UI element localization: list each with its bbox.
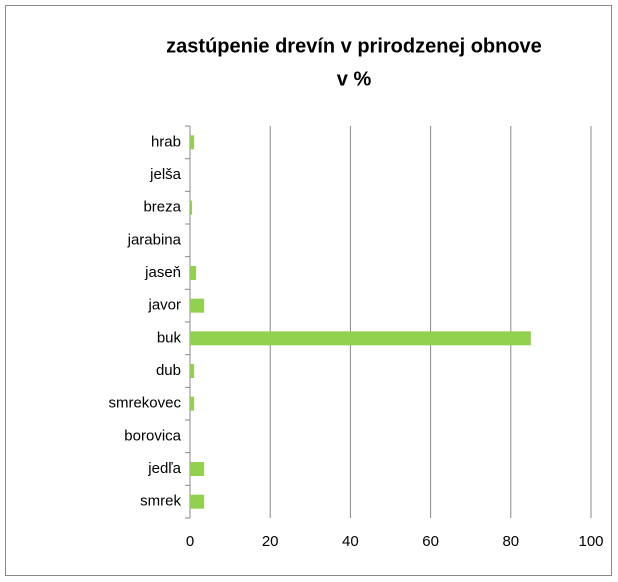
y-tick-label: smrekovec [108,395,181,412]
y-tick-label: jedľa [147,460,181,477]
y-tick-label: smrek [140,493,181,510]
y-tick-label: buk [157,329,182,346]
bar [190,135,195,150]
bar [190,298,205,313]
bar [190,200,193,215]
y-tick-label: dub [156,362,181,379]
chart-title: zastúpenie drevín v prirodzenej obnove [166,35,542,57]
y-tick-label: jaseň [144,264,181,281]
x-tick-label: 40 [342,533,359,550]
x-tick-label: 100 [578,533,603,550]
y-tick-label: javor [147,297,181,314]
bar [190,396,195,411]
bar [190,266,197,280]
bar [190,331,531,346]
y-tick-label: hrab [151,133,181,150]
x-tick-label: 0 [186,533,194,550]
x-tick-label: 80 [502,533,519,550]
chart-border [5,5,612,576]
y-tick-label: jarabina [127,231,182,248]
chart-title: v % [337,68,372,90]
y-tick-label: borovica [124,427,181,444]
y-tick-label: jelša [149,166,182,183]
x-tick-label: 20 [262,533,279,550]
bar [190,462,205,476]
x-tick-label: 60 [422,533,439,550]
bar [190,494,205,509]
bar [190,364,195,378]
y-tick-label: breza [143,199,181,216]
